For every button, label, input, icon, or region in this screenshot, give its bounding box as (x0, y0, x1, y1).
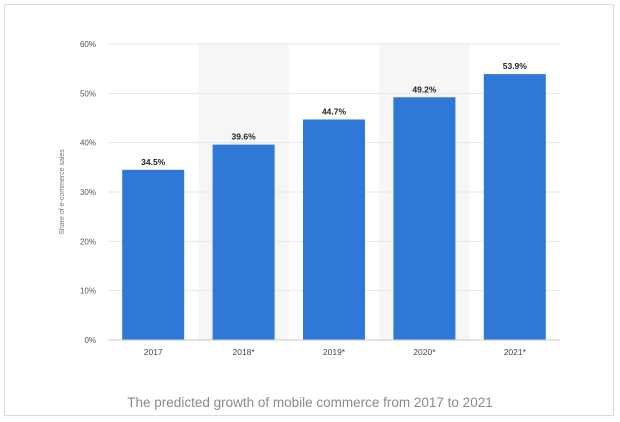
y-axis-title: Share of e-commerce sales (59, 149, 66, 235)
y-axis-ticks: 0% 10% 20% 30% 40% 50% 60% (80, 40, 96, 345)
x-axis-categories: 2017 2018* 2019* 2020* 2021* (144, 347, 527, 357)
bar (303, 119, 365, 340)
y-tick-label: 40% (80, 139, 96, 148)
figure-caption: The predicted growth of mobile commerce … (127, 395, 493, 410)
y-tick-label: 50% (80, 89, 96, 98)
bar (393, 97, 456, 340)
data-label: 44.7% (322, 106, 347, 116)
bar (483, 74, 546, 341)
bar (122, 169, 185, 340)
bars (122, 74, 546, 341)
bar (212, 144, 275, 340)
y-tick-label: 20% (80, 237, 96, 246)
y-tick-label: 0% (84, 336, 96, 345)
data-label: 34.5% (141, 157, 166, 167)
y-tick-label: 30% (80, 188, 96, 197)
x-category-label: 2017 (144, 347, 163, 357)
y-tick-label: 10% (80, 287, 96, 296)
x-category-label: 2019* (323, 347, 346, 357)
data-label: 39.6% (232, 132, 257, 142)
data-label: 53.9% (503, 61, 528, 71)
x-category-label: 2018* (232, 347, 255, 357)
y-tick-label: 60% (80, 40, 96, 49)
x-category-label: 2020* (413, 347, 436, 357)
data-label: 49.2% (412, 84, 437, 94)
data-labels: 34.5% 39.6% 44.7% 49.2% 53.9% (141, 61, 527, 167)
x-category-label: 2021* (504, 347, 527, 357)
